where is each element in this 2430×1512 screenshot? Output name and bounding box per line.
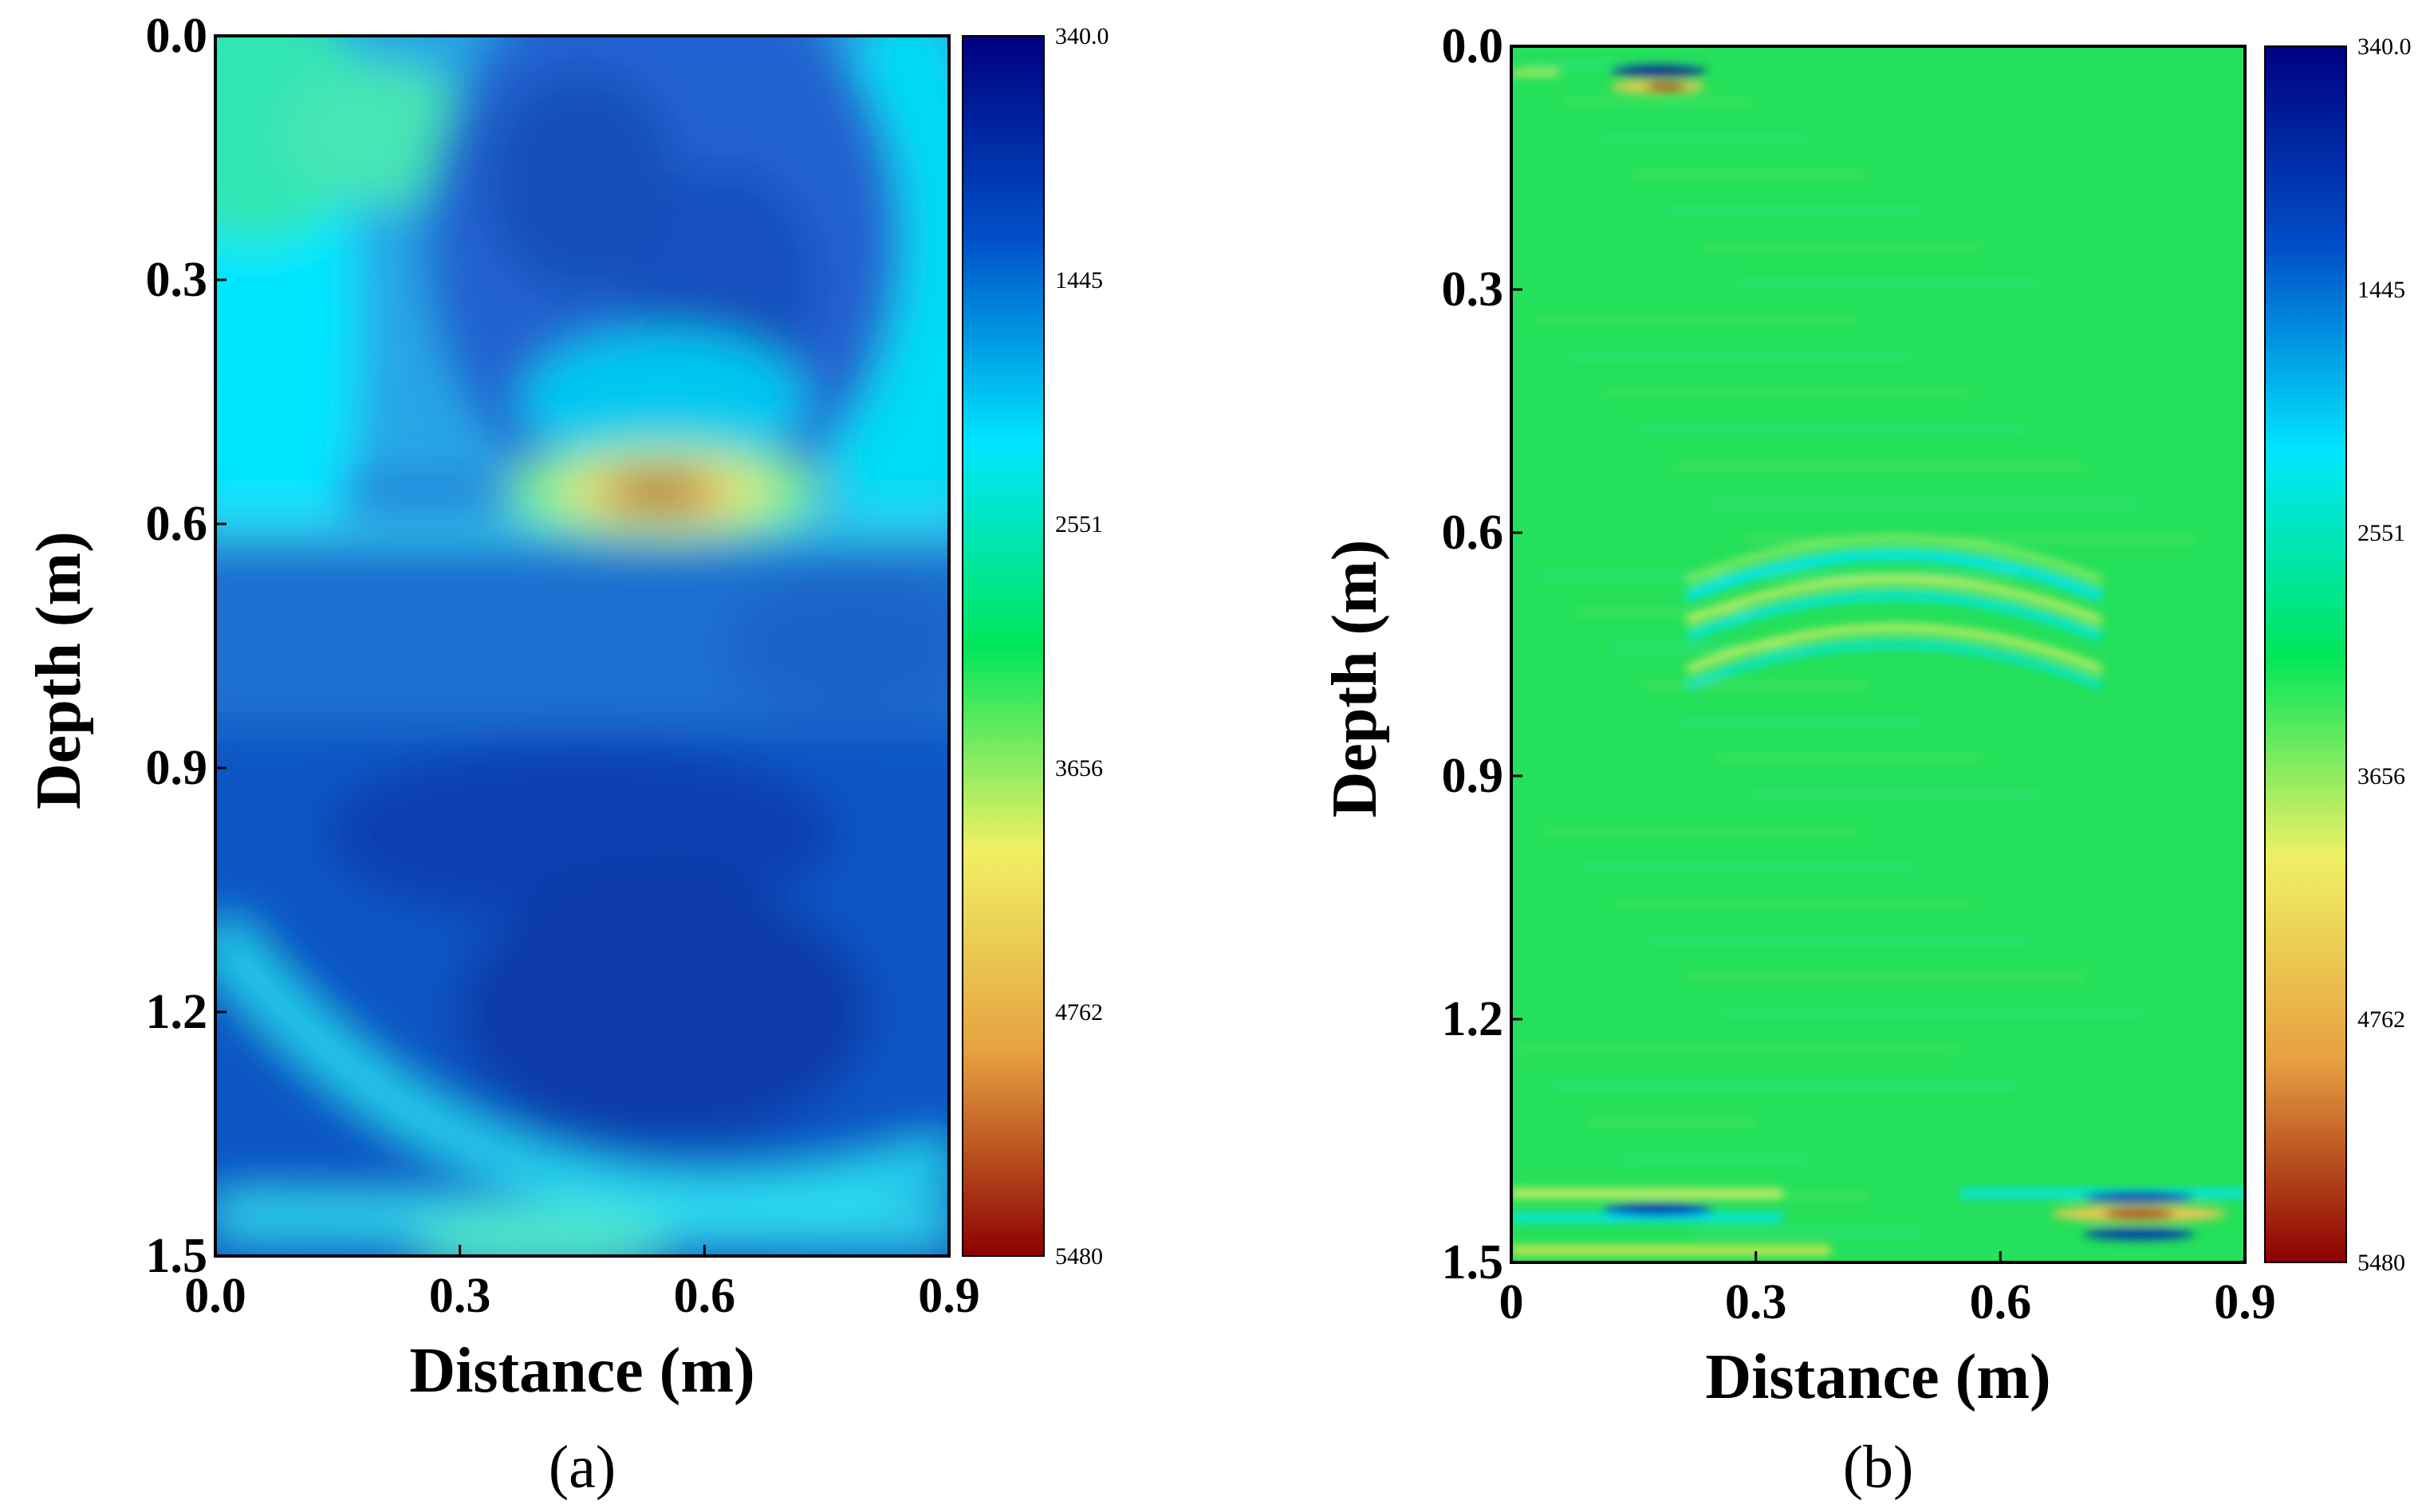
panel-label: (a) [549, 1434, 616, 1501]
y-tick-label: 0.6 [146, 497, 208, 551]
x-axis-label: Distance (m) [409, 1336, 754, 1406]
y-tick-label: 1.2 [1442, 992, 1504, 1046]
colorbar-tick-label: 1445 [2357, 277, 2405, 303]
heatmap-chart-b: 0.0 0.3 0.6 0.9 1.2 1.50 0.3 0.6 0.9 Distance (m)… [1320, 19, 2412, 1501]
x-tick-label: 0.9 [918, 1269, 980, 1323]
x-tick-label: 0.3 [1725, 1275, 1787, 1329]
colorbar-tick-label: 1445 [1055, 267, 1103, 293]
colorbar [2264, 45, 2347, 1263]
colorbar-tick-label: 3656 [2357, 763, 2405, 789]
colorbar-tick-label: 340.0 [2357, 33, 2412, 60]
colorbar-tick-label: 2551 [2357, 520, 2405, 546]
colorbar-tick-label: 2551 [1055, 511, 1103, 537]
panel-a: 0.0 0.3 0.6 0.9 1.2 1.5 0.0 0.3 0.6 0.9 Distance (… [0, 0, 1196, 1512]
colorbar-tick-label: 4762 [1055, 999, 1103, 1026]
heatmap-field [215, 36, 949, 1256]
plot-frame [1510, 45, 2247, 1264]
colorbar-tick-label: 340.0 [1055, 23, 1109, 49]
y-tick-label: 0.0 [146, 9, 208, 63]
x-tick-label: 0.6 [674, 1269, 736, 1323]
panel-label: (b) [1843, 1434, 1914, 1501]
x-tick-label: 0 [1499, 1275, 1524, 1329]
x-tick-label: 0.3 [429, 1269, 491, 1323]
y-tick-label: 0.6 [1442, 506, 1504, 560]
y-tick-label: 0.9 [1442, 749, 1504, 803]
y-tick-label: 1.5 [146, 1229, 208, 1283]
y-axis-label: Depth (m) [1320, 540, 1390, 818]
colorbar-tick-label: 3656 [1055, 755, 1103, 782]
plot-frame [214, 34, 951, 1258]
x-tick-label: 0.9 [2214, 1275, 2276, 1329]
x-axis-label: Distance (m) [1705, 1342, 2050, 1412]
y-tick-label: 0.0 [1442, 19, 1504, 73]
heatmap-field [1511, 46, 2245, 1262]
y-axis-label: Depth (m) [24, 531, 94, 809]
colorbar [962, 35, 1045, 1257]
y-tick-label: 0.9 [146, 741, 208, 795]
x-tick-label: 0.0 [184, 1269, 246, 1323]
y-tick-label: 0.3 [146, 253, 208, 307]
x-tick-label: 0.6 [1970, 1275, 2032, 1329]
panel-b: 0.0 0.3 0.6 0.9 1.2 1.5 0 0.3 0.6 0.9 Distance (m)… [1244, 0, 2430, 1512]
y-tick-label: 0.3 [1442, 262, 1504, 317]
colorbar-tick-label: 5480 [1055, 1243, 1103, 1270]
y-tick-label: 1.2 [146, 985, 208, 1039]
colorbar-tick-label: 4762 [2357, 1006, 2405, 1033]
heatmap-background [1511, 46, 2245, 1262]
colorbar-tick-label: 5480 [2357, 1250, 2405, 1276]
y-tick-label: 1.5 [1442, 1235, 1504, 1290]
anomaly-mark [621, 481, 694, 502]
